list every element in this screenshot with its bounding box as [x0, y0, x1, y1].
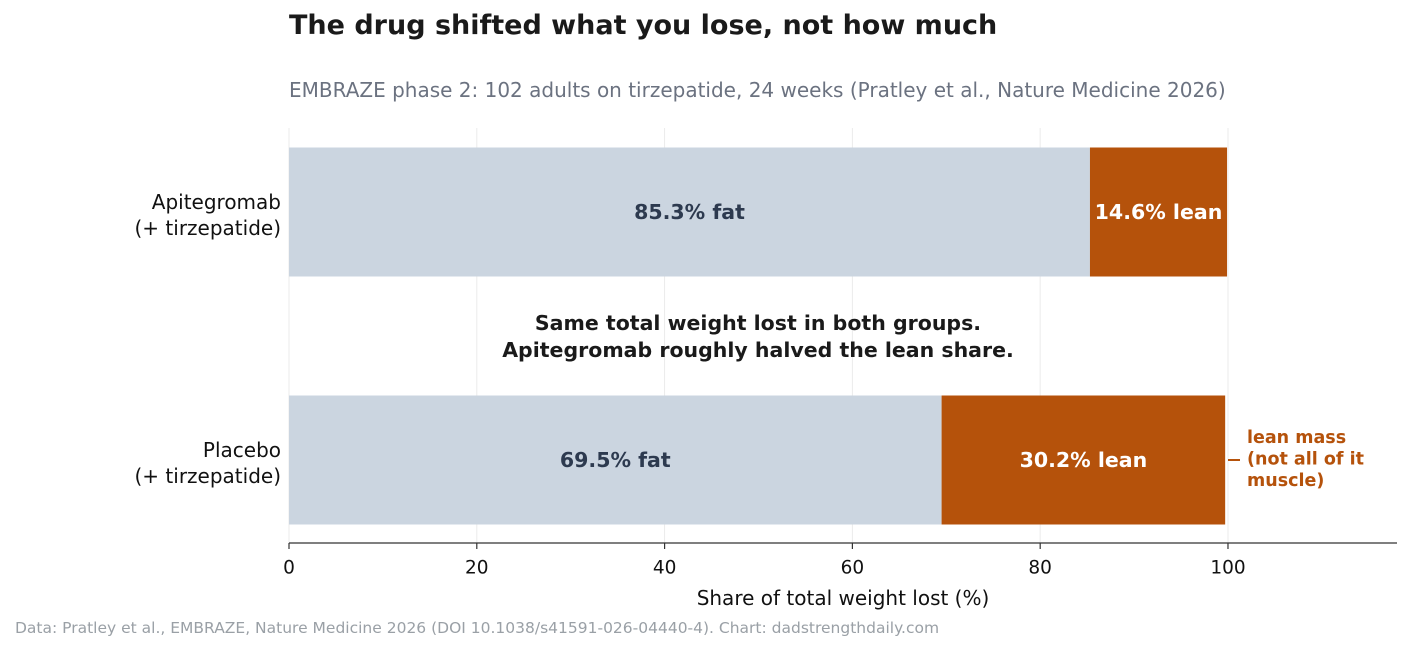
category-label: (+ tirzepatide) — [135, 464, 282, 488]
category-label: Placebo — [203, 438, 281, 462]
fat-data-label: 85.3% fat — [634, 200, 745, 224]
x-axis-label: Share of total weight lost (%) — [697, 586, 990, 610]
lean-bar — [941, 395, 1226, 525]
side-annotation: (not all of it — [1247, 450, 1364, 470]
chart-subtitle: EMBRAZE phase 2: 102 adults on tirzepati… — [289, 78, 1226, 102]
x-tick-label: 20 — [465, 558, 489, 579]
lean-data-label: 30.2% lean — [1020, 448, 1148, 472]
source-footer: Data: Pratley et al., EMBRAZE, Nature Me… — [15, 619, 940, 637]
fat-bar — [289, 395, 942, 525]
x-tick-label: 0 — [283, 558, 295, 579]
category-label: Apitegromab — [152, 190, 281, 214]
lean-bar — [1089, 147, 1228, 277]
center-annotation: Apitegromab roughly halved the lean shar… — [502, 338, 1014, 362]
x-tick-label: 60 — [841, 558, 865, 579]
chart-title: The drug shifted what you lose, not how … — [289, 10, 998, 41]
x-tick-label: 40 — [653, 558, 677, 579]
side-annotation: muscle) — [1247, 471, 1324, 491]
center-annotation: Same total weight lost in both groups. — [535, 311, 981, 335]
category-label: (+ tirzepatide) — [135, 216, 282, 240]
lean-data-label: 14.6% lean — [1095, 200, 1223, 224]
x-tick-label: 100 — [1210, 558, 1245, 579]
x-tick-label: 80 — [1028, 558, 1052, 579]
fat-data-label: 69.5% fat — [560, 448, 671, 472]
fat-bar — [289, 147, 1090, 277]
side-annotation: lean mass — [1247, 428, 1346, 448]
